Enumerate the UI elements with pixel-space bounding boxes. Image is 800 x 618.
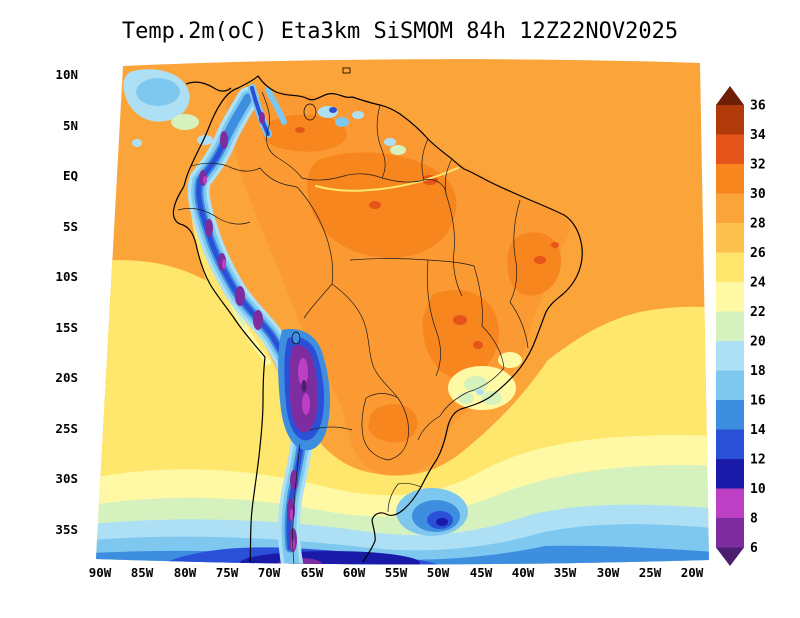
colorbar-labels: 36 34 32 30 28 26 24 22 20 18 16 14 12 1… — [750, 99, 766, 557]
central-brazil-hot-core — [422, 289, 500, 379]
lon-tick-label: 85W — [131, 565, 154, 580]
guiana-highland-cool-specks — [318, 106, 406, 155]
lat-tick-label: 20S — [55, 370, 78, 385]
colorbar-tick-label: 12 — [750, 453, 766, 468]
pacific-cool-speck-1 — [197, 135, 213, 145]
lon-tick-label: 60W — [343, 565, 366, 580]
lat-tick-label: 5S — [63, 219, 78, 234]
pacific-cool-speck-2 — [132, 139, 142, 147]
colorbar-arrow-bottom — [716, 547, 744, 566]
colorbar-cell — [716, 164, 744, 194]
colorbar-cell — [716, 252, 744, 282]
colorbar-tick-label: 32 — [750, 158, 766, 173]
colorbar-tick-label: 16 — [750, 394, 766, 409]
lat-tick-label: 35S — [55, 522, 78, 537]
se-brazil-cool-green — [458, 376, 502, 405]
colorbar-tick-label: 28 — [750, 217, 766, 232]
lon-tick-label: 40W — [512, 565, 535, 580]
lat-tick-label: 5N — [63, 118, 78, 133]
colorbar-tick-label: 36 — [750, 99, 766, 114]
colorbar-cell — [716, 341, 744, 371]
se-brazil-cool-dot — [476, 389, 484, 395]
lat-tick-label: EQ — [63, 168, 78, 183]
colorbar-cell — [716, 282, 744, 312]
altiplano-magenta-streaks — [298, 358, 310, 415]
amazon-hot-core — [307, 152, 457, 258]
lat-tick-label: 30S — [55, 471, 78, 486]
colorbar-tick-label: 26 — [750, 246, 766, 261]
colorbar-arrow-top — [716, 86, 744, 105]
pacific-nw-cool-core — [136, 78, 180, 106]
pacific-nw-green-fringe — [171, 114, 199, 130]
altiplano-darkest — [301, 380, 307, 392]
colorbar-cell — [716, 223, 744, 253]
coastline — [172, 75, 583, 563]
lon-tick-label: 80W — [174, 565, 197, 580]
colorbar-tick-label: 10 — [750, 482, 766, 497]
longitude-axis: 90W 85W 80W 75W 70W 65W 60W 55W 50W 45W … — [89, 565, 704, 580]
lon-tick-label: 50W — [427, 565, 450, 580]
colorbar-tick-label: 6 — [750, 541, 758, 556]
lon-tick-label: 45W — [470, 565, 493, 580]
andes-magenta-dashes — [203, 176, 295, 551]
colorbar-tick-label: 20 — [750, 335, 766, 350]
colorbar-cell — [716, 459, 744, 489]
amazon-river-trace — [315, 167, 459, 192]
colorbar-cell — [716, 105, 744, 135]
minas-cool-patch — [498, 352, 522, 368]
colorbar-tick-label: 22 — [750, 305, 766, 320]
lon-tick-label: 20W — [681, 565, 704, 580]
galapagos-islands — [97, 172, 114, 183]
chart-title: Temp.2m(oC) Eta3km SiSMOM 84h 12Z22NOV20… — [122, 19, 678, 44]
ne-brazil-hot-core — [507, 232, 562, 296]
colorbar-tick-label: 18 — [750, 364, 766, 379]
panama-coast — [185, 81, 232, 92]
lat-tick-label: 10N — [55, 67, 78, 82]
colorbar-cell — [716, 518, 744, 548]
colorbar-cell — [716, 400, 744, 430]
colorbar-cell — [716, 311, 744, 341]
lon-tick-label: 55W — [385, 565, 408, 580]
lon-tick-label: 25W — [639, 565, 662, 580]
lon-tick-label: 75W — [216, 565, 239, 580]
latitude-axis: 10N 5N EQ 5S 10S 15S 20S 25S 30S 35S — [55, 67, 78, 537]
lon-tick-label: 90W — [89, 565, 112, 580]
llanos-hot-core — [262, 114, 347, 152]
colorbar-cell — [716, 193, 744, 223]
colorbar-cell — [716, 134, 744, 164]
lon-tick-label: 70W — [258, 565, 281, 580]
colorbar-tick-label: 34 — [750, 128, 766, 143]
lat-tick-label: 10S — [55, 269, 78, 284]
lat-tick-label: 25S — [55, 421, 78, 436]
lake-maracaibo — [303, 103, 317, 121]
country-state-borders — [177, 91, 529, 565]
lat-tick-label: 15S — [55, 320, 78, 335]
colorbar-tick-label: 30 — [750, 187, 766, 202]
sbrazil-cold-navy — [436, 518, 448, 526]
colorbar-cell — [716, 488, 744, 518]
colorbar-cell — [716, 429, 744, 459]
trinidad-island — [342, 67, 351, 74]
lake-titicaca — [291, 331, 301, 345]
lon-tick-label: 65W — [301, 565, 324, 580]
paraguay-hot-core — [368, 403, 418, 443]
colorbar-tick-label: 24 — [750, 276, 766, 291]
colorbar: 36 34 32 30 28 26 24 22 20 18 16 14 12 1… — [716, 86, 766, 566]
colorbar-tick-label: 14 — [750, 423, 766, 438]
temperature-field — [96, 59, 709, 565]
lon-tick-label: 35W — [554, 565, 577, 580]
lon-tick-label: 30W — [597, 565, 620, 580]
colorbar-cell — [716, 370, 744, 400]
colorbar-tick-label: 8 — [750, 512, 758, 527]
